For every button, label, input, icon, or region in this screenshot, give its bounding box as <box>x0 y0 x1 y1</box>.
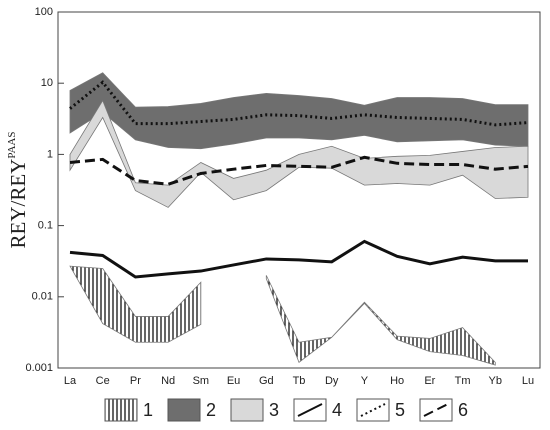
y-tick-label: 0.01 <box>32 291 53 303</box>
y-tick-label: 0.001 <box>25 362 53 374</box>
legend-swatch <box>230 398 264 422</box>
x-tick-label: Er <box>424 375 435 387</box>
range-band <box>69 72 529 150</box>
x-tick-label: Tb <box>293 375 306 387</box>
x-tick-label: Lu <box>522 375 534 387</box>
legend-swatch <box>419 398 453 422</box>
y-tick-label: 1 <box>47 148 53 160</box>
x-tick-label: Pr <box>130 375 141 387</box>
y-axis-label: REY/REYPAAS <box>6 132 30 249</box>
y-tick-label: 0.1 <box>38 220 53 232</box>
legend-label: 4 <box>332 400 342 420</box>
x-tick-label: Ce <box>96 375 110 387</box>
x-tick-label: Sm <box>193 375 210 387</box>
legend-label: 2 <box>206 400 216 420</box>
x-tick-label: Nd <box>161 375 175 387</box>
legend-label: 5 <box>395 400 405 420</box>
legend-swatch <box>356 398 390 422</box>
plot-frame <box>57 11 541 369</box>
y-label-main: REY/REY <box>6 159 30 249</box>
legend-label: 1 <box>143 400 153 420</box>
x-tick-label: Eu <box>227 375 240 387</box>
x-tick-label: Ho <box>390 375 404 387</box>
x-tick-label: Tm <box>455 375 471 387</box>
series-line <box>69 80 529 127</box>
legend-label: 6 <box>458 400 468 420</box>
legend-line <box>423 403 449 417</box>
legend-line <box>297 403 323 417</box>
x-tick-label: Yb <box>489 375 502 387</box>
x-tick-label: Dy <box>325 375 339 387</box>
range-band <box>265 275 496 366</box>
x-tick-label: Gd <box>259 375 274 387</box>
legend-label: 3 <box>269 400 279 420</box>
series-line <box>69 239 528 279</box>
legend-swatch <box>104 398 138 422</box>
x-tick-label: Y <box>361 375 369 387</box>
y-tick-label: 10 <box>41 77 53 89</box>
y-label-sup: PAAS <box>6 132 18 159</box>
series-line <box>69 155 529 186</box>
x-tick-label: La <box>64 375 77 387</box>
y-tick-label: 100 <box>35 6 53 18</box>
range-band <box>69 265 202 343</box>
legend-swatch <box>167 398 201 422</box>
